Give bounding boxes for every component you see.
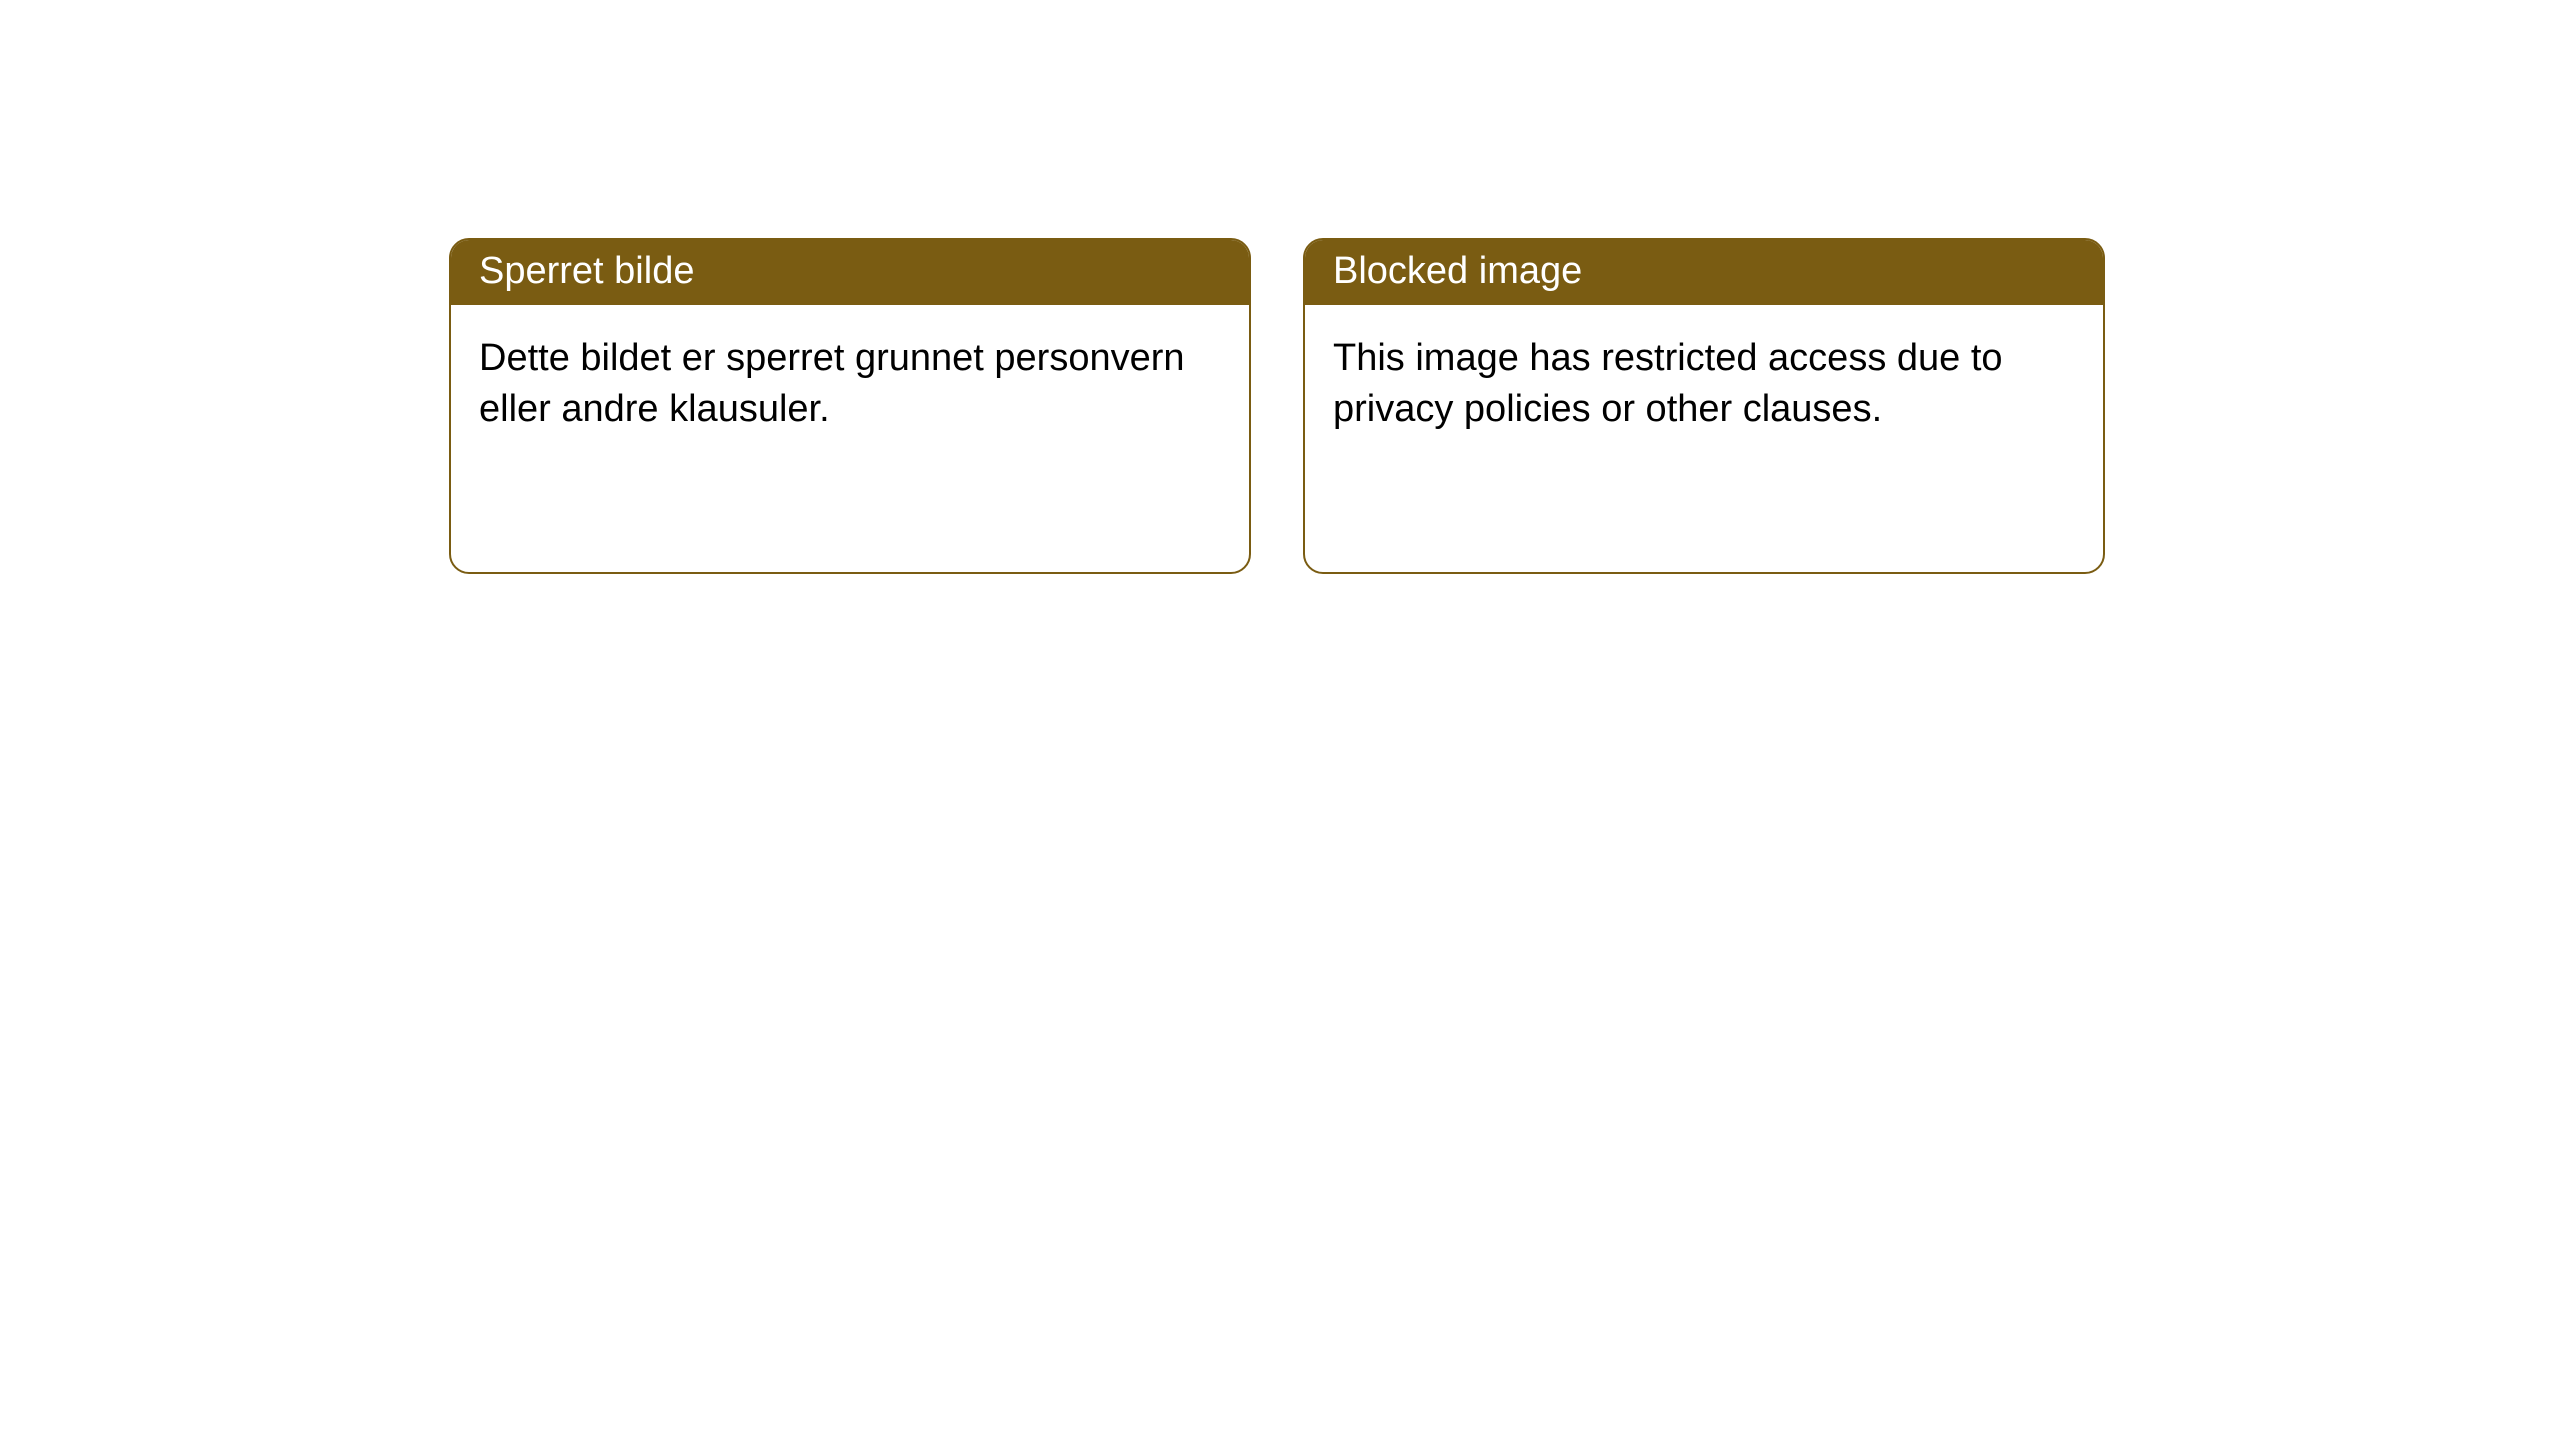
notice-card-row: Sperret bilde Dette bildet er sperret gr… [449,238,2105,574]
blocked-image-card-english: Blocked image This image has restricted … [1303,238,2105,574]
card-header: Blocked image [1305,240,2103,305]
card-title: Sperret bilde [479,250,694,292]
card-body: This image has restricted access due to … [1305,305,2103,464]
card-header: Sperret bilde [451,240,1249,305]
blocked-image-card-norwegian: Sperret bilde Dette bildet er sperret gr… [449,238,1251,574]
card-body: Dette bildet er sperret grunnet personve… [451,305,1249,464]
card-title: Blocked image [1333,250,1582,292]
card-body-text: Dette bildet er sperret grunnet personve… [479,337,1185,430]
card-body-text: This image has restricted access due to … [1333,337,2003,430]
